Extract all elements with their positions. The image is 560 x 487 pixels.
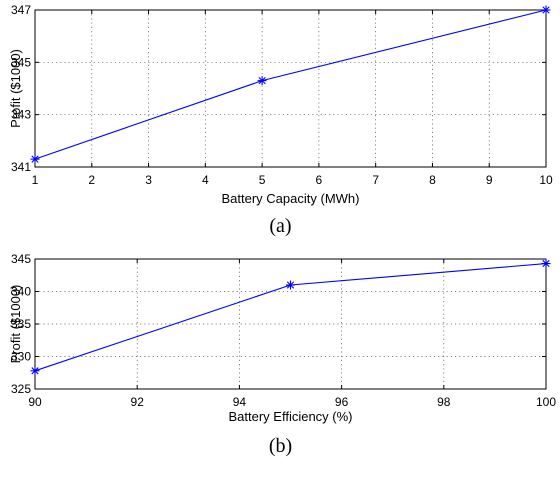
x-tick-label: 90 xyxy=(28,395,42,409)
x-tick-label: 4 xyxy=(202,173,209,187)
x-tick-label: 7 xyxy=(372,173,379,187)
y-tick-label: 340 xyxy=(11,285,31,299)
y-tick-label: 341 xyxy=(11,160,31,174)
data-point-marker xyxy=(30,154,40,164)
x-tick-label: 2 xyxy=(88,173,95,187)
marker-stroke xyxy=(31,367,39,375)
plot-frame xyxy=(34,258,547,390)
x-tick-label: 6 xyxy=(316,173,323,187)
marker-stroke xyxy=(31,155,39,163)
chart-b: 90 92 94 96 98 100 325 330 335 340 345 Battery Effi… xyxy=(8,252,556,457)
marker-stroke xyxy=(258,77,266,85)
y-tick-label: 335 xyxy=(11,317,31,331)
data-point-marker xyxy=(257,76,267,86)
x-tick-label: 8 xyxy=(429,173,436,187)
y-tick-label: 345 xyxy=(11,252,31,266)
x-tick-label: 5 xyxy=(259,173,266,187)
x-axis-label: Battery Efficiency (%) xyxy=(228,409,352,424)
marker-stroke xyxy=(286,281,295,289)
data-point-marker xyxy=(30,366,40,376)
data-point-marker xyxy=(541,5,551,15)
y-axis-label: Profit ($1000) xyxy=(8,285,23,364)
y-tick-label: 325 xyxy=(11,382,31,396)
x-tick-label: 3 xyxy=(145,173,152,187)
y-tick-label: 345 xyxy=(11,55,31,69)
x-tick-label: 96 xyxy=(335,395,349,409)
y-axis-label: Profit ($1000) xyxy=(8,49,23,128)
marker-stroke xyxy=(542,259,550,268)
subfigure-caption: (a) xyxy=(269,215,291,237)
x-tick-label: 98 xyxy=(437,395,451,409)
y-tick-label: 343 xyxy=(11,108,31,122)
x-tick-label: 94 xyxy=(233,395,247,409)
series-line xyxy=(34,9,547,160)
x-tick-label: 1 xyxy=(32,173,39,187)
y-tick-label: 347 xyxy=(11,3,31,17)
series-line xyxy=(34,263,547,372)
marker-stroke xyxy=(542,6,550,14)
x-tick-label: 10 xyxy=(539,173,553,187)
subfigure-caption: (b) xyxy=(269,435,292,457)
x-tick-label: 100 xyxy=(536,395,556,409)
data-point-marker xyxy=(286,280,295,290)
x-axis-label: Battery Capacity (MWh) xyxy=(222,191,360,206)
x-tick-label: 92 xyxy=(131,395,145,409)
data-point-marker xyxy=(541,259,551,269)
plot-frame xyxy=(34,9,547,168)
x-tick-label: 9 xyxy=(486,173,493,187)
y-tick-label: 330 xyxy=(11,350,31,364)
